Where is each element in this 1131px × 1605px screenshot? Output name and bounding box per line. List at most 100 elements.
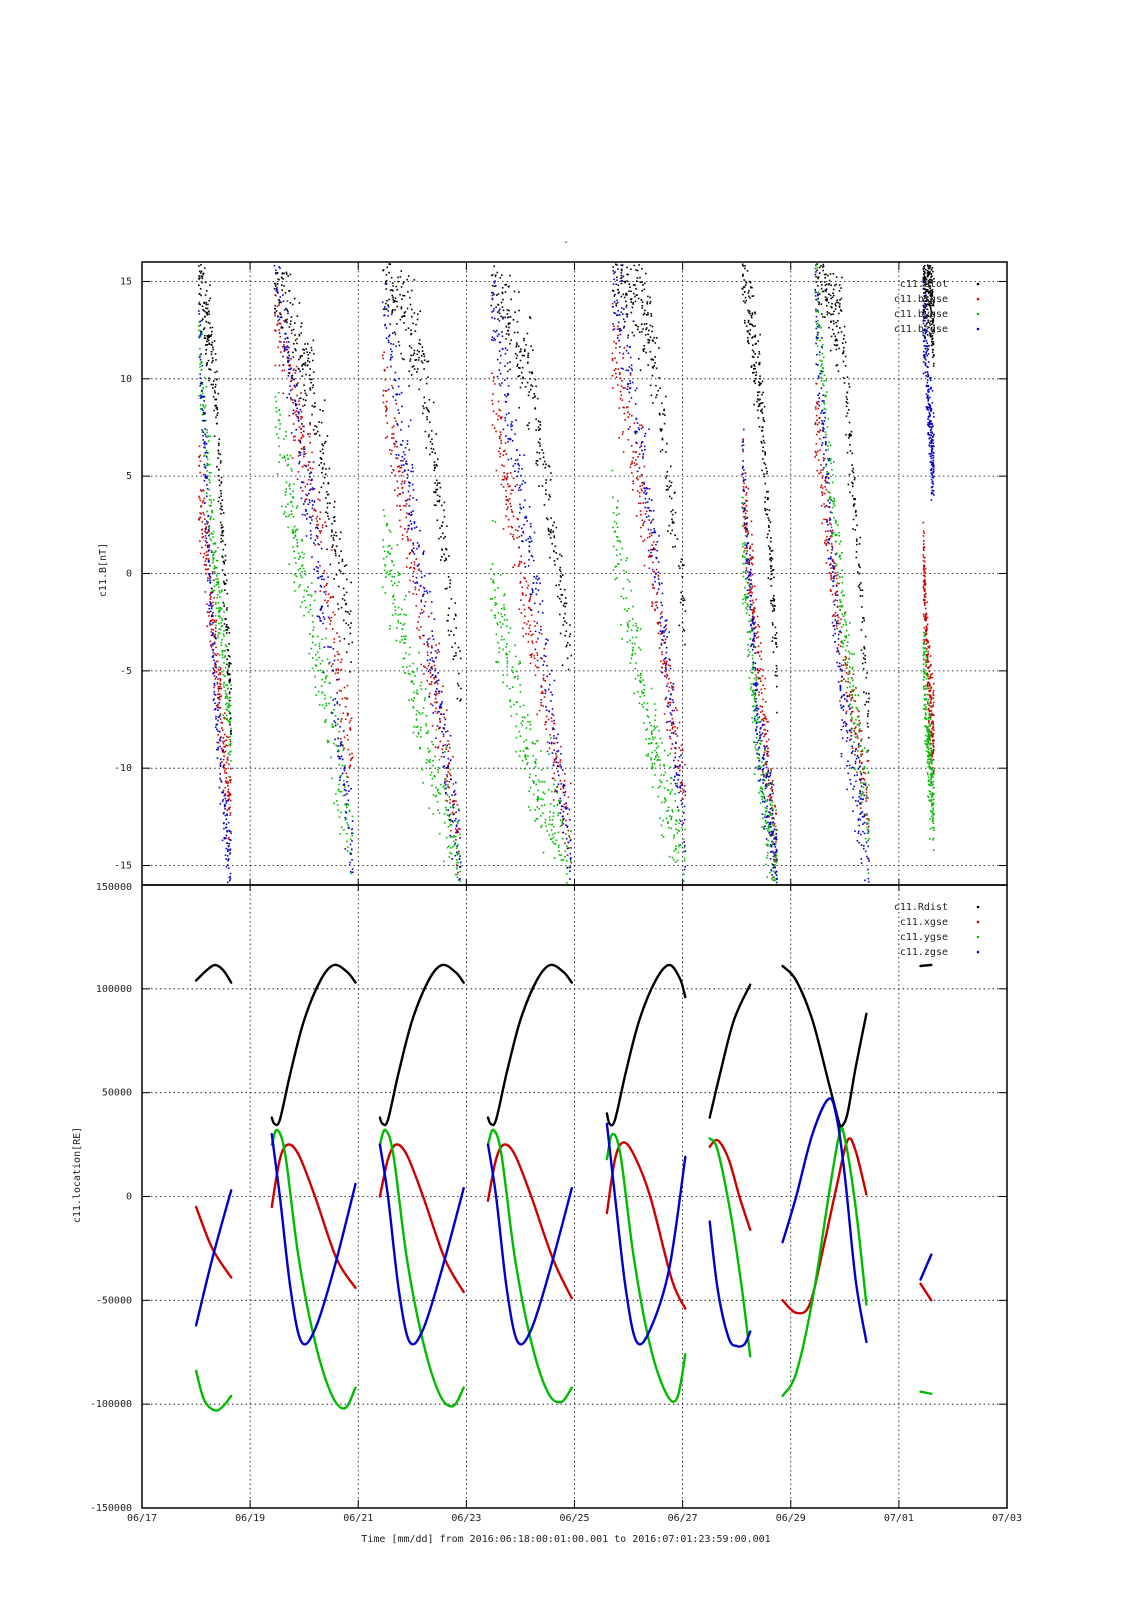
b-field-point-bx <box>311 452 313 454</box>
b-field-point-btot <box>221 509 223 511</box>
b-field-point-btot <box>630 268 632 270</box>
b-field-point-btot <box>419 310 421 312</box>
b-field-point-by <box>545 825 547 827</box>
b-field-point-btot <box>210 327 212 329</box>
b-field-point-bx <box>393 437 395 439</box>
b-field-point-bx <box>420 664 422 666</box>
b-field-point-bz <box>500 385 502 387</box>
b-field-point-bz <box>321 578 323 580</box>
b-field-point-bx <box>229 781 231 783</box>
b-field-point-bz <box>452 820 454 822</box>
b-field-point-bz <box>677 766 679 768</box>
b-field-point-bz <box>312 487 314 489</box>
b-field-point-by <box>275 396 277 398</box>
b-field-point-btot <box>566 644 568 646</box>
b-field-point-bz <box>298 413 300 415</box>
b-field-point-bx <box>402 472 404 474</box>
b-field-point-bz <box>635 433 637 435</box>
b-field-point-bx <box>670 702 672 704</box>
b-field-point-by <box>389 545 391 547</box>
b-field-point-by <box>658 787 660 789</box>
b-field-point-by <box>210 517 212 519</box>
b-field-point-btot <box>647 312 649 314</box>
b-field-point-btot <box>434 452 436 454</box>
b-field-point-bz <box>427 660 429 662</box>
b-field-point-bx <box>290 358 292 360</box>
b-field-point-btot <box>282 327 284 329</box>
b-field-point-btot <box>534 393 536 395</box>
b-field-point-by <box>642 706 644 708</box>
b-field-point-btot <box>206 341 208 343</box>
b-field-point-btot <box>519 367 521 369</box>
b-field-point-btot <box>305 364 307 366</box>
b-field-point-bz <box>492 336 494 338</box>
b-field-point-bz <box>569 809 571 811</box>
b-field-point-btot <box>205 321 207 323</box>
b-field-point-by <box>217 560 219 562</box>
b-field-point-by <box>658 756 660 758</box>
b-field-point-bx <box>420 601 422 603</box>
b-field-point-bz <box>350 871 352 873</box>
b-field-point-bx <box>385 405 387 407</box>
b-field-point-btot <box>214 372 216 374</box>
b-field-point-bx <box>402 460 404 462</box>
b-field-point-bz <box>344 784 346 786</box>
b-field-point-bz <box>510 438 512 440</box>
b-field-point-bz <box>226 800 228 802</box>
b-field-point-by <box>225 644 227 646</box>
b-field-point-btot <box>344 565 346 567</box>
b-field-point-btot <box>549 557 551 559</box>
b-field-point-by <box>435 795 437 797</box>
b-field-point-bx <box>419 636 421 638</box>
b-field-point-bx <box>407 538 409 540</box>
b-field-point-btot <box>435 489 437 491</box>
b-field-point-btot <box>544 467 546 469</box>
b-field-point-bx <box>636 463 638 465</box>
b-field-point-bz <box>523 524 525 526</box>
b-field-point-bz <box>228 843 230 845</box>
b-field-point-bz <box>213 652 215 654</box>
b-field-point-btot <box>204 267 206 269</box>
b-field-point-bz <box>312 504 314 506</box>
b-field-point-bz <box>287 360 289 362</box>
b-field-point-bx <box>319 499 321 501</box>
b-field-point-by <box>212 536 214 538</box>
b-field-point-bx <box>513 538 515 540</box>
b-field-point-btot <box>443 554 445 556</box>
b-field-point-btot <box>639 281 641 283</box>
b-field-point-btot <box>510 316 512 318</box>
b-field-point-btot <box>218 453 220 455</box>
b-field-point-bx <box>493 376 495 378</box>
b-field-point-bz <box>612 306 614 308</box>
b-field-point-bz <box>556 751 558 753</box>
b-field-point-bz <box>617 268 619 270</box>
b-field-point-bz <box>491 317 493 319</box>
b-field-point-bz <box>566 867 568 869</box>
b-field-point-bx <box>510 472 512 474</box>
b-field-point-by <box>666 780 668 782</box>
b-field-point-bz <box>223 813 225 815</box>
b-field-point-bz <box>212 667 214 669</box>
b-field-point-by <box>623 588 625 590</box>
b-field-point-btot <box>682 604 684 606</box>
b-field-point-by <box>397 620 399 622</box>
b-field-point-by <box>656 726 658 728</box>
b-field-point-btot <box>405 329 407 331</box>
b-field-point-bz <box>524 482 526 484</box>
b-field-point-by <box>385 565 387 567</box>
b-field-point-btot <box>281 277 283 279</box>
b-field-point-bz <box>230 873 232 875</box>
b-field-point-by <box>443 861 445 863</box>
b-field-point-bz <box>429 591 431 593</box>
b-field-point-bz <box>450 779 452 781</box>
b-field-point-bx <box>213 597 215 599</box>
b-field-point-bz <box>200 321 202 323</box>
b-field-point-by <box>673 859 675 861</box>
b-field-point-bx <box>223 790 225 792</box>
b-field-point-bz <box>662 631 664 633</box>
b-field-point-btot <box>208 313 210 315</box>
b-field-point-bz <box>286 349 288 351</box>
b-field-point-btot <box>331 546 333 548</box>
b-field-point-btot <box>564 613 566 615</box>
b-field-point-bx <box>520 599 522 601</box>
